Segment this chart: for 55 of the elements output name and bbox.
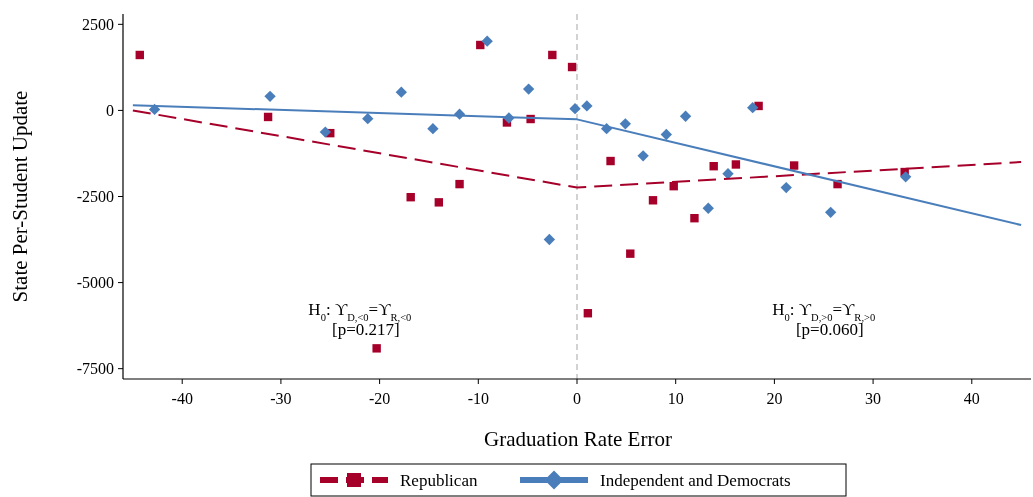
legend-label: Independent and Democrats (600, 470, 791, 490)
point (362, 113, 374, 125)
point (567, 62, 577, 72)
point (427, 123, 439, 135)
x-tick-label: -10 (467, 390, 489, 407)
point (626, 249, 635, 258)
point (481, 35, 493, 47)
x-tick-label: 40 (963, 390, 980, 407)
point (747, 101, 759, 114)
y-axis-title: State Per-Student Update (8, 90, 32, 303)
point (637, 150, 649, 162)
x-tick-label: -20 (368, 390, 391, 407)
point (780, 181, 792, 194)
point (619, 118, 632, 130)
point (569, 103, 581, 115)
point (319, 126, 331, 138)
y-tick-label: 0 (106, 102, 114, 120)
annotation: H$_{0}$: ϒ$_{D,>0}$=ϒ$_{R,>0}$ (772, 300, 876, 323)
point (135, 50, 144, 60)
point (606, 156, 615, 166)
point (406, 192, 415, 202)
y-tick-label: -7500 (76, 360, 114, 378)
x-tick-label: -40 (171, 390, 193, 407)
point (581, 100, 593, 112)
y-tick-label: -2500 (76, 188, 114, 206)
point (660, 128, 672, 141)
point (824, 206, 837, 219)
point (731, 160, 741, 169)
point (702, 202, 714, 214)
point (522, 83, 535, 95)
y-tick-label: 2500 (82, 15, 114, 33)
point (434, 198, 444, 207)
point (548, 50, 557, 60)
x-axis-title: Graduation Rate Error (484, 427, 672, 451)
point (690, 213, 699, 223)
point (372, 344, 381, 353)
x-tick-label: -30 (270, 390, 292, 407)
point (543, 233, 556, 246)
point (648, 196, 658, 205)
x-tick-label: 20 (766, 390, 783, 407)
x-tick-label: 10 (667, 390, 684, 407)
point (679, 110, 692, 122)
x-tick-label: 0 (573, 390, 581, 407)
point (264, 90, 276, 102)
point (583, 309, 593, 318)
legend-label: Republican (400, 470, 478, 490)
point (709, 162, 718, 171)
point (395, 86, 407, 98)
point (263, 112, 273, 122)
x-tick-label: 30 (865, 390, 882, 407)
point (455, 179, 464, 189)
y-tick-label: -5000 (76, 274, 114, 292)
point (789, 161, 799, 170)
annotation: H$_{0}$: ϒ$_{D,<0}$=ϒ$_{R,<0}$ (308, 300, 412, 323)
point (899, 171, 912, 183)
